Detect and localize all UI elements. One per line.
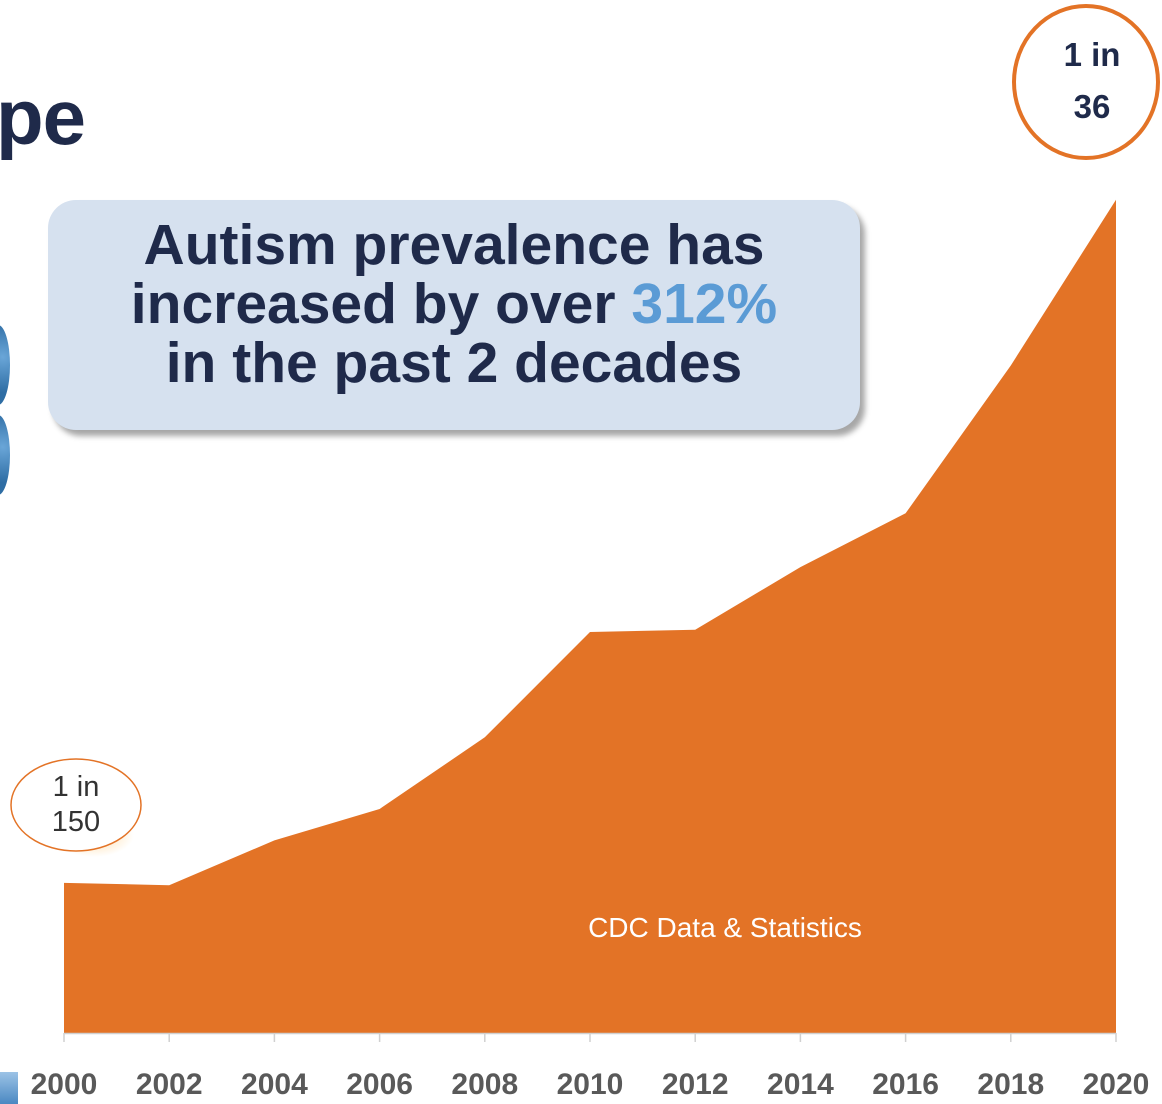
decorative-globe-bottom	[0, 415, 10, 495]
x-tick-label: 2020	[1083, 1068, 1150, 1101]
x-tick-label: 2006	[346, 1068, 413, 1101]
x-tick-label: 2016	[872, 1068, 939, 1101]
callout-line-1: Autism prevalence has	[143, 213, 765, 277]
decorative-corner-image	[0, 1072, 18, 1104]
annotation-line-1: 1 in	[1064, 36, 1121, 73]
x-axis-labels: 2000 2002 2004 2006 2008 2010 2012 2014 2016 2018…	[31, 1068, 1150, 1101]
callout-line-2: increased by over 312%	[48, 275, 860, 334]
x-tick-label: 2000	[31, 1068, 98, 1101]
x-tick-label: 2004	[241, 1068, 308, 1101]
annotation-ellipse	[1012, 4, 1160, 160]
x-tick-label: 2018	[977, 1068, 1044, 1101]
x-tick-label: 2012	[662, 1068, 729, 1101]
annotation-line-1: 1 in	[53, 771, 100, 803]
callout-line-3: in the past 2 decades	[165, 331, 743, 395]
x-tick-label: 2002	[136, 1068, 203, 1101]
decorative-globe-top	[0, 325, 10, 405]
source-note: CDC Data & Statistics	[588, 912, 862, 943]
x-tick-label: 2014	[767, 1068, 834, 1101]
x-tick-label: 2008	[451, 1068, 518, 1101]
x-tick-label: 2010	[557, 1068, 624, 1101]
callout-highlight-percent: 312%	[631, 272, 778, 336]
x-axis-ticks	[63, 1033, 1117, 1042]
annotation-2020: 1 in 36	[1012, 4, 1160, 160]
prevalence-callout: Autism prevalence has increased by over …	[48, 200, 860, 430]
annotation-ellipse	[10, 758, 142, 852]
callout-line-2-text: increased by over	[130, 272, 632, 336]
annotation-line-2: 36	[1074, 88, 1111, 125]
slide-title-fragment: pe	[0, 73, 86, 161]
prevalence-area	[64, 199, 1116, 1033]
annotation-line-2: 150	[52, 806, 100, 838]
